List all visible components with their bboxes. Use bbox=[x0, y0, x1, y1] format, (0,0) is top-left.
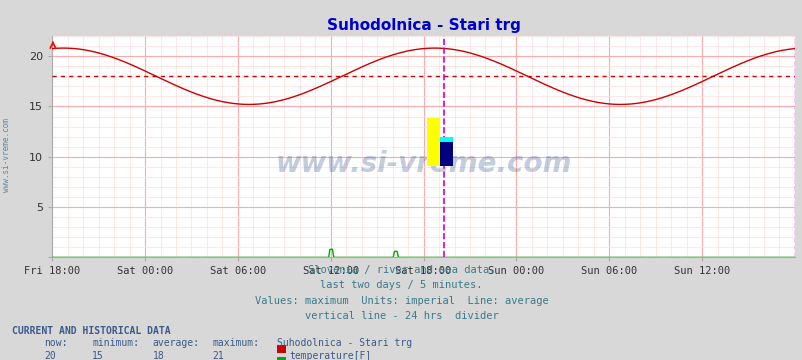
Text: minimum:: minimum: bbox=[92, 338, 140, 348]
Text: maximum:: maximum: bbox=[213, 338, 260, 348]
Text: www.si-vreme.com: www.si-vreme.com bbox=[2, 118, 11, 192]
Text: now:: now: bbox=[44, 338, 67, 348]
Text: CURRENT AND HISTORICAL DATA: CURRENT AND HISTORICAL DATA bbox=[12, 326, 171, 336]
Title: Suhodolnica - Stari trg: Suhodolnica - Stari trg bbox=[326, 18, 520, 33]
Text: Suhodolnica - Stari trg: Suhodolnica - Stari trg bbox=[277, 338, 411, 348]
Text: 20: 20 bbox=[44, 351, 56, 360]
Text: last two days / 5 minutes.: last two days / 5 minutes. bbox=[320, 280, 482, 290]
Text: temperature[F]: temperature[F] bbox=[289, 351, 371, 360]
Text: www.si-vreme.com: www.si-vreme.com bbox=[275, 150, 571, 179]
Text: 18: 18 bbox=[152, 351, 164, 360]
Text: Values: maximum  Units: imperial  Line: average: Values: maximum Units: imperial Line: av… bbox=[254, 296, 548, 306]
Bar bbox=[439, 138, 452, 162]
Text: Slovenia / river and sea data.: Slovenia / river and sea data. bbox=[307, 265, 495, 275]
Bar bbox=[426, 117, 439, 166]
Text: 15: 15 bbox=[92, 351, 104, 360]
Text: 21: 21 bbox=[213, 351, 225, 360]
Text: average:: average: bbox=[152, 338, 200, 348]
Text: vertical line - 24 hrs  divider: vertical line - 24 hrs divider bbox=[304, 311, 498, 321]
Bar bbox=[439, 142, 452, 166]
